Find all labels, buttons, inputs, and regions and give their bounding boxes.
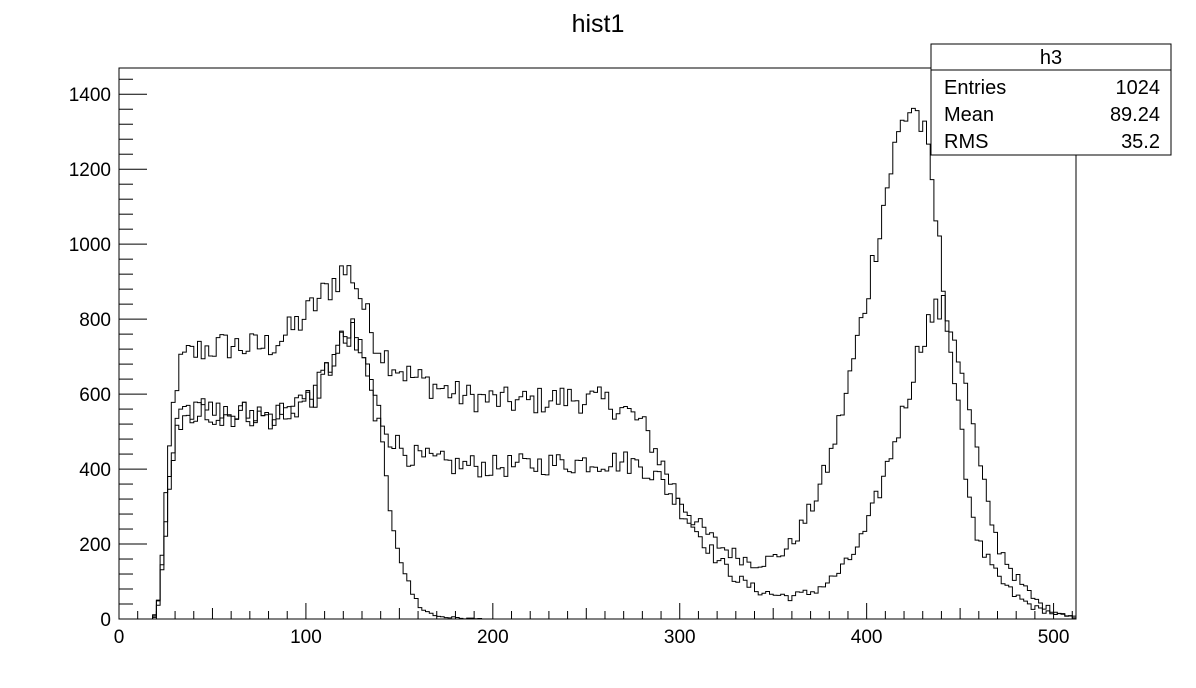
stats-entries-label: Entries xyxy=(944,77,1006,99)
x-tick-label: 200 xyxy=(477,627,509,648)
x-tick-label: 100 xyxy=(290,627,322,648)
x-tick-label: 0 xyxy=(114,627,125,648)
stats-mean-value: 89.24 xyxy=(1110,104,1160,126)
stats-entries-value: 1024 xyxy=(1116,77,1161,99)
x-axis: 0 100 200 300 400 500 xyxy=(114,603,1073,648)
y-tick-label: 0 xyxy=(100,610,111,631)
y-tick-label: 1000 xyxy=(69,235,111,256)
y-tick-label: 1200 xyxy=(69,160,111,181)
histogram-series-group xyxy=(119,107,1076,620)
stats-rms-value: 35.2 xyxy=(1121,131,1160,153)
y-tick-label: 600 xyxy=(79,385,111,406)
stats-box: h3 Entries 1024 Mean 89.24 RMS 35.2 xyxy=(930,43,1172,156)
stats-box-frame xyxy=(930,43,1172,156)
y-tick-label: 800 xyxy=(79,310,111,331)
chart-title: hist1 xyxy=(572,10,625,38)
stats-rms-label: RMS xyxy=(944,131,988,153)
histogram-series-1 xyxy=(119,107,1076,620)
stats-mean-label: Mean xyxy=(944,104,994,126)
x-tick-label: 400 xyxy=(851,627,883,648)
stats-box-title: h3 xyxy=(1040,47,1062,69)
y-tick-label: 400 xyxy=(79,460,111,481)
histogram-series-2 xyxy=(119,295,1076,620)
x-tick-label: 500 xyxy=(1038,627,1070,648)
y-tick-label: 1400 xyxy=(69,85,111,106)
y-axis: 0 200 400 600 800 1000 1200 1400 xyxy=(69,78,147,631)
y-tick-label: 200 xyxy=(79,535,111,556)
x-tick-label: 300 xyxy=(664,627,696,648)
